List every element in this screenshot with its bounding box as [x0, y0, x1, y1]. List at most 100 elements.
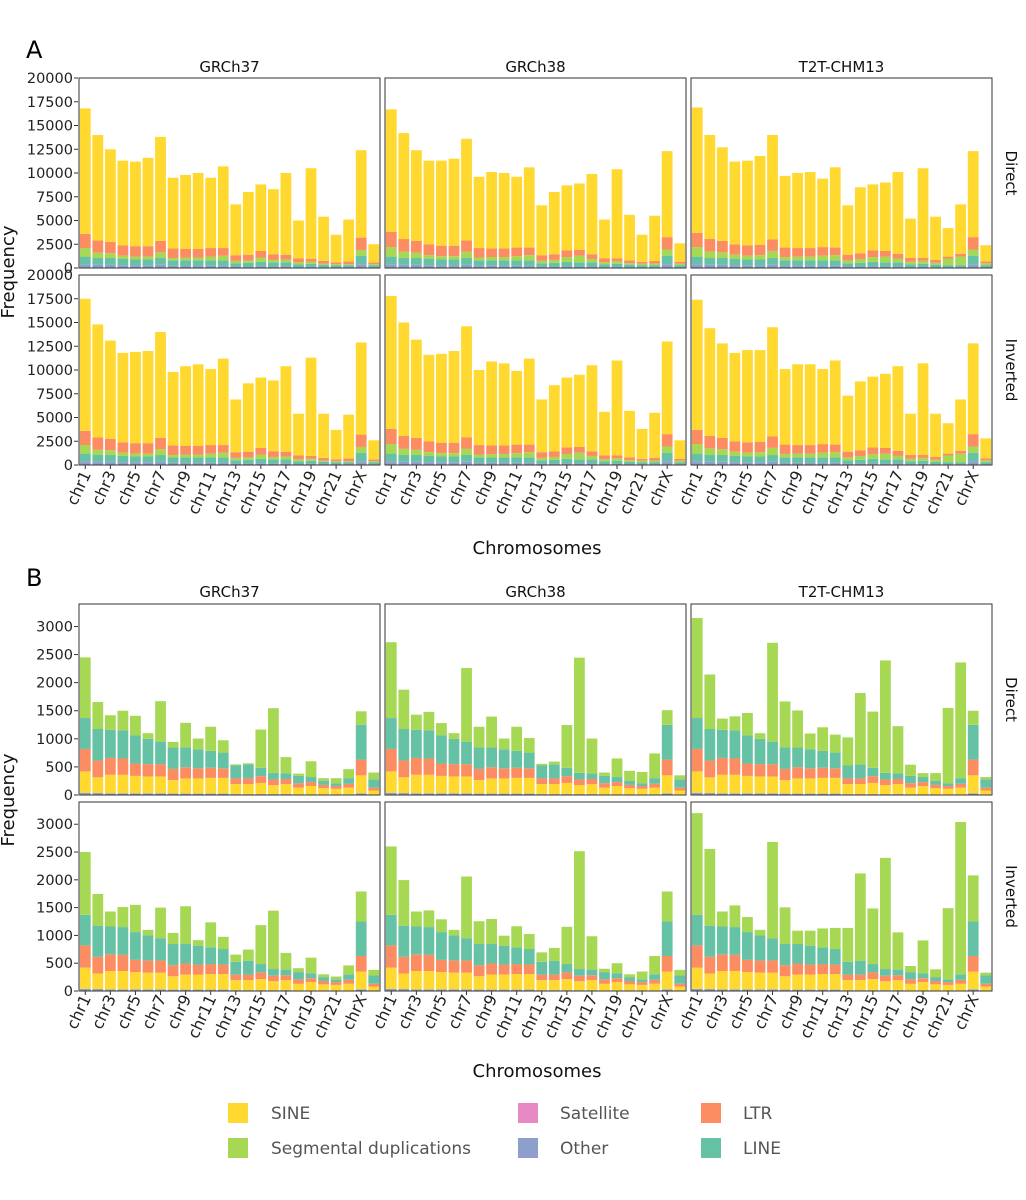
bar-segment-other [511, 793, 523, 795]
bar-segment-sine [192, 778, 204, 794]
bar-segment-ltr [930, 784, 941, 789]
bar-segment-ltr [804, 964, 816, 975]
bar-segment-other [255, 463, 267, 465]
bar-segment-segmental-duplications [574, 255, 585, 263]
legend: SINE Segmental duplications Satellite Other… [228, 1103, 781, 1159]
bar-segment-sine [473, 780, 485, 794]
bar-segment-line [704, 925, 716, 957]
bar-segment-segmental-duplications [611, 963, 623, 974]
bar-segment-segmental-duplications [255, 257, 267, 262]
bar-segment-ltr [410, 437, 422, 450]
bar-segment-segmental-duplications [167, 455, 179, 458]
legend-label-sine: SINE [271, 1104, 310, 1124]
bar-segment-sine [742, 160, 753, 246]
bar-segment-segmental-duplications [486, 716, 497, 748]
bar-segment-sine [293, 787, 304, 795]
bar-segment-sine [561, 185, 573, 251]
bar-segment-line [854, 459, 866, 464]
bar-segment-ltr [779, 247, 791, 258]
y-tick-label: 1000 [36, 732, 73, 748]
bar-segment-segmental-duplications [305, 458, 317, 461]
bar-segment-ltr [574, 249, 585, 256]
bar-segment-other [817, 793, 829, 795]
bar-segment-line [917, 973, 929, 979]
bar-segment-ltr [330, 786, 342, 789]
bar-segment-ltr [586, 975, 598, 981]
bar-segment-segmental-duplications [192, 257, 204, 261]
bar-segment-sine [180, 778, 191, 794]
bar-segment-ltr [967, 955, 979, 972]
panel-frame [690, 77, 993, 269]
bar-segment-line [649, 462, 661, 465]
bar-segment-line [955, 974, 967, 980]
bar-segment-line [854, 764, 866, 779]
bar-segment-ltr [917, 258, 929, 261]
bar-segment-other [880, 266, 891, 268]
bar-segment-sine [955, 787, 967, 795]
bar-segment-sine [817, 974, 829, 990]
bar-segment-line [398, 258, 410, 265]
bar-segment-ltr [117, 758, 129, 775]
bar-segment-segmental-duplications [230, 457, 242, 461]
bar-segment-line [942, 783, 954, 787]
bar-segment-segmental-duplications [980, 972, 992, 976]
bar-segment-segmental-duplications [305, 957, 317, 974]
bar-segment-segmental-duplications [180, 722, 191, 748]
bar-segment-other [461, 461, 472, 465]
bar-segment-sine [649, 983, 661, 991]
bar-segment-segmental-duplications [767, 842, 778, 939]
bar-segment-other [180, 462, 191, 466]
bar-segment-line [398, 455, 410, 462]
bar-segment-line [716, 926, 728, 955]
bar-segment-segmental-duplications [117, 710, 129, 731]
bar-segment-ltr [268, 254, 279, 260]
facet-GRCh38-Inverted: chr1chr3chr5chr7chr9chr11chr13chr15chr17… [369, 274, 687, 517]
bar-segment-line [155, 455, 166, 462]
bar-segment-sine [305, 357, 317, 456]
bar-segment-sine [79, 108, 91, 234]
bar-segment-line [385, 718, 397, 749]
bar-segment-segmental-duplications [355, 446, 367, 453]
bar-segment-sine [142, 157, 154, 247]
bar-segment-ltr [280, 451, 292, 457]
bar-segment-segmental-duplications [892, 455, 904, 460]
bar-segment-sine [892, 980, 904, 991]
bar-segment-ltr [368, 787, 380, 791]
bar-segment-segmental-duplications [548, 761, 560, 765]
bar-segment-segmental-duplications [716, 718, 728, 730]
bar-segment-ltr [305, 455, 317, 459]
bar-segment-ltr [729, 441, 741, 452]
bar-segment-segmental-duplications [704, 448, 716, 456]
bar-segment-segmental-duplications [167, 932, 179, 945]
bar-segment-other [385, 988, 397, 991]
bar-segment-segmental-duplications [742, 255, 753, 260]
bar-segment-segmental-duplications [448, 453, 460, 457]
bar-segment-line [661, 921, 673, 956]
bar-segment-ltr [611, 258, 623, 262]
bar-segment-segmental-duplications [691, 813, 703, 915]
y-tick-label: 17500 [27, 292, 73, 308]
bar-segment-segmental-duplications [305, 761, 317, 778]
bar-segment-segmental-duplications [636, 771, 648, 784]
bar-segment-other [967, 793, 979, 795]
bar-segment-segmental-duplications [330, 264, 342, 266]
bar-segment-sine [230, 399, 242, 453]
bar-segment-segmental-duplications [511, 256, 523, 261]
bar-segment-sine [523, 777, 535, 794]
bar-segment-line [423, 730, 435, 759]
bar-segment-ltr [523, 247, 535, 256]
bar-segment-other [117, 462, 129, 465]
bar-segment-sine [854, 187, 866, 254]
bar-segment-line [79, 256, 91, 265]
y-tick-label: 7500 [36, 387, 73, 403]
bar-segment-ltr [691, 945, 703, 968]
bar-segment-other [355, 989, 367, 991]
bar-segment-ltr [155, 437, 166, 450]
bar-segment-segmental-duplications [268, 708, 279, 773]
column-strip-label: T2T-CHM13 [798, 58, 885, 76]
bar-segment-other [205, 265, 217, 269]
bar-segment-line [624, 264, 635, 268]
bar-segment-line [180, 457, 191, 463]
bar-segment-segmental-duplications [967, 249, 979, 256]
